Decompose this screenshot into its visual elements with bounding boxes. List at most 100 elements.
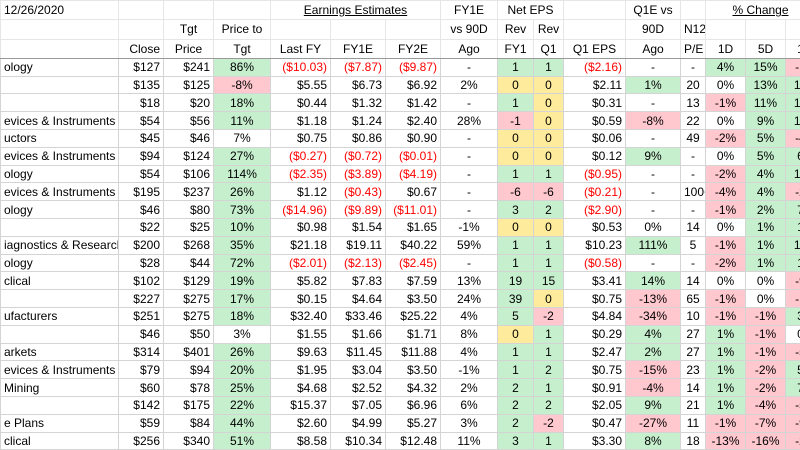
value-cell: 49 xyxy=(680,129,706,148)
value-cell: -2% xyxy=(745,378,786,398)
value-cell: 14% xyxy=(625,271,681,291)
date: 12/26/2020 xyxy=(0,0,119,21)
value-cell: $40.22 xyxy=(385,235,441,255)
value-cell: 13 xyxy=(680,93,706,113)
table-row: evices & Instruments $195 $237 26% $1.12 ($0.… xyxy=(0,182,800,202)
value-cell: -9 xyxy=(785,413,800,433)
value-cell: - xyxy=(440,182,498,202)
value-cell: 1% xyxy=(745,218,786,237)
value-cell: ($0.72) xyxy=(330,146,386,166)
value-cell: $195 xyxy=(118,182,164,202)
value-cell: - xyxy=(625,182,681,202)
value-cell: 1% xyxy=(705,396,746,415)
value-cell: 1% xyxy=(705,342,746,362)
value-cell: -6 xyxy=(497,182,534,202)
value-cell: $0.06 xyxy=(563,129,626,148)
value-cell: - xyxy=(625,129,681,148)
value-cell: -2% xyxy=(705,164,746,184)
value-cell: 11% xyxy=(213,111,271,131)
group-header: % Change xyxy=(705,0,800,21)
col-header: Close xyxy=(118,38,164,59)
value-cell: - xyxy=(625,253,681,273)
value-cell: $0.98 xyxy=(270,218,331,237)
value-cell: 26% xyxy=(213,342,271,362)
value-cell: 22% xyxy=(213,396,271,415)
col-header: N12 xyxy=(680,19,706,40)
value-cell: 5 xyxy=(497,307,534,326)
value-cell: $5.55 xyxy=(270,75,331,95)
value-cell: $84 xyxy=(163,413,214,433)
value-cell: 2 xyxy=(533,396,564,415)
value-cell: 2 xyxy=(533,360,564,380)
value-cell: - xyxy=(440,93,498,113)
value-cell: $1.71 xyxy=(385,324,441,344)
value-cell: $3.41 xyxy=(563,271,626,291)
value-cell: 28% xyxy=(440,111,498,131)
value-cell: - xyxy=(680,57,706,77)
value-cell: 9% xyxy=(625,396,681,415)
value-cell: 11% xyxy=(745,93,786,113)
value-cell: 1 xyxy=(497,164,534,184)
value-cell: ($4.19) xyxy=(385,164,441,184)
col-header: P/E xyxy=(680,38,706,59)
value-cell: 0 xyxy=(533,129,564,148)
value-cell: 8% xyxy=(625,431,681,450)
value-cell: $7.83 xyxy=(330,271,386,291)
value-cell: 1 xyxy=(533,235,564,255)
value-cell: -1 xyxy=(497,111,534,131)
value-cell: ($0.43) xyxy=(330,182,386,202)
value-cell: -15% xyxy=(625,360,681,380)
col-header: Price to xyxy=(213,19,271,40)
table-row: clical $256 $340 51% $8.58 $10.34 $12.48 11% 3 1 $… xyxy=(0,431,800,450)
value-cell: $1.18 xyxy=(270,111,331,131)
sector-cell: clical xyxy=(0,271,119,291)
value-cell: 1 xyxy=(533,57,564,77)
value-cell: $2.11 xyxy=(563,75,626,95)
table-row: Mining $60 $78 25% $4.68 $2.52 $4.32 2% 2 1 $0.91-… xyxy=(0,378,800,398)
value-cell: -2 xyxy=(533,307,564,326)
value-cell: 0 xyxy=(533,218,564,237)
table-row: iagnostics & Research $200 $268 35% $21.18 $1… xyxy=(0,235,800,255)
value-cell: - xyxy=(680,146,706,166)
value-cell: 0% xyxy=(745,271,786,291)
col-header: FY1E xyxy=(330,38,386,59)
value-cell: $7.05 xyxy=(330,396,386,415)
value-cell: 12 xyxy=(785,111,800,131)
value-cell: 1 xyxy=(533,253,564,273)
value-cell: $314 xyxy=(118,342,164,362)
value-cell: $0.75 xyxy=(270,129,331,148)
value-cell: -1% xyxy=(705,200,746,220)
value-cell: 15 xyxy=(533,271,564,291)
value-cell: -1% xyxy=(440,218,498,237)
value-cell: - xyxy=(625,57,681,77)
value-cell: 24% xyxy=(440,289,498,309)
value-cell: $1.54 xyxy=(330,218,386,237)
value-cell: $340 xyxy=(163,431,214,450)
value-cell: $1.55 xyxy=(270,324,331,344)
value-cell: 65 xyxy=(680,289,706,309)
value-cell: -1 xyxy=(785,57,800,77)
table-row: evices & Instruments $94 $124 27% ($0.27) ($0… xyxy=(0,146,800,166)
value-cell: $7.59 xyxy=(385,271,441,291)
value-cell: -5 xyxy=(785,342,800,362)
table-row: $22 $25 10% $0.98 $1.54 $1.65 -1% 0 0 $0.53 0% 14 0%… xyxy=(0,218,800,237)
value-cell: 5 xyxy=(785,360,800,380)
value-cell: $32.40 xyxy=(270,307,331,326)
value-cell: 1% xyxy=(745,235,786,255)
value-cell: 13% xyxy=(745,75,786,95)
value-cell: - xyxy=(440,164,498,184)
value-cell: 20 xyxy=(680,75,706,95)
value-cell: -13% xyxy=(705,431,746,450)
value-cell: 73% xyxy=(213,200,271,220)
value-cell: 1 xyxy=(533,342,564,362)
value-cell: 0 xyxy=(497,75,534,95)
value-cell: $237 xyxy=(163,182,214,202)
value-cell: -4 xyxy=(785,129,800,148)
value-cell: 1% xyxy=(705,324,746,344)
value-cell: $1.95 xyxy=(270,360,331,380)
value-cell: 0% xyxy=(625,218,681,237)
value-cell: $2.60 xyxy=(270,413,331,433)
value-cell: - xyxy=(440,129,498,148)
value-cell: -1% xyxy=(745,342,786,362)
value-cell: -4% xyxy=(745,396,786,415)
